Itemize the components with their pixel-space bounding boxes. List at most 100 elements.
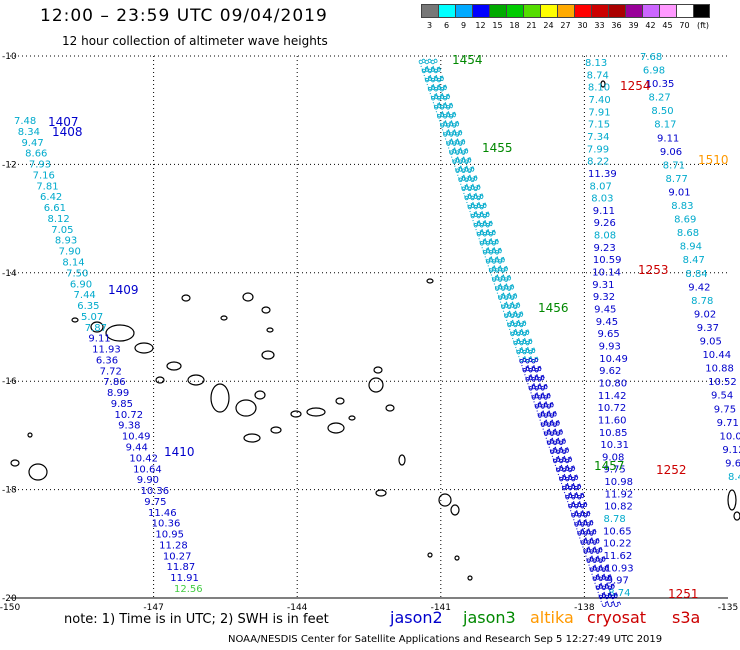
swh-swath-mark: 8.5 xyxy=(546,429,561,446)
swh-swath-mark: 8.5 xyxy=(525,348,540,365)
island xyxy=(134,342,154,354)
island xyxy=(290,410,302,418)
scale-label: 33 xyxy=(594,21,605,30)
swh-swath-mark: 8.5 xyxy=(546,411,561,428)
swh-swath-mark: 8.5 xyxy=(561,456,576,473)
swh-swath-mark: 8.5 xyxy=(455,175,470,192)
swh-swath-mark: 8.5 xyxy=(479,212,494,229)
island xyxy=(733,511,740,521)
swh-swath-mark: 8.5 xyxy=(549,456,564,473)
swh-value: 9.44 xyxy=(126,443,148,454)
swh-swath-mark: 8.5 xyxy=(577,520,592,537)
island xyxy=(155,376,165,384)
legend-altika: altika xyxy=(530,608,574,627)
swh-value: 8.74 xyxy=(608,588,630,599)
swh-swath-mark: 8.5 xyxy=(430,66,445,83)
pass-time-label: 1252 xyxy=(656,463,687,477)
pass-time-label: 1251 xyxy=(668,587,699,601)
pass-time-label: 1408 xyxy=(52,125,83,139)
swh-value: 10.59 xyxy=(593,255,622,266)
swh-swath-mark: 8.5 xyxy=(421,57,436,74)
swh-swath-mark: 8.5 xyxy=(586,565,601,582)
swh-swath-mark: 8.5 xyxy=(510,320,525,337)
lon-tick-label: -150 xyxy=(0,603,20,613)
island xyxy=(467,575,473,581)
swh-swath-mark: 8.5 xyxy=(537,384,552,401)
swh-swath-mark: 8.5 xyxy=(476,221,491,238)
swh-value: 8.22 xyxy=(587,157,609,168)
swh-swath-mark: 8.5 xyxy=(565,465,580,482)
swh-value: 8.17 xyxy=(654,120,676,131)
pass-time-label: 1454 xyxy=(452,53,483,67)
scale-swatch xyxy=(676,4,693,18)
pass-time-label: 1410 xyxy=(164,445,195,459)
scale-label: 30 xyxy=(577,21,588,30)
swh-value: 11.91 xyxy=(170,573,199,584)
swh-value: 9.06 xyxy=(660,147,682,158)
swh-value: 9.01 xyxy=(668,187,690,198)
swh-swath-mark: 8.5 xyxy=(449,157,464,174)
swh-swath-mark: 8.5 xyxy=(543,402,558,419)
swh-value: 10.52 xyxy=(708,377,737,388)
swh-value: 11.92 xyxy=(605,489,634,500)
swh-swath-mark: 8.5 xyxy=(504,320,519,337)
island xyxy=(254,390,266,400)
swh-value: 9.71 xyxy=(717,418,739,429)
swh-value: 11.39 xyxy=(588,169,617,180)
swh-swath-mark: 8.5 xyxy=(458,184,473,201)
swh-value: 6.98 xyxy=(643,66,665,77)
scale-swatch xyxy=(455,4,472,18)
swh-swath-mark: 8.5 xyxy=(589,574,604,591)
swh-value: 10.98 xyxy=(604,477,633,488)
pass-time-label: 1253 xyxy=(638,263,669,277)
scale-label: 45 xyxy=(662,21,673,30)
island xyxy=(335,397,345,405)
swh-swath-mark: 8.5 xyxy=(555,438,570,455)
island xyxy=(105,324,135,342)
scale-label: 3 xyxy=(426,21,433,30)
swh-swath-mark: 8.5 xyxy=(586,529,601,546)
swh-swath-mark: 8.5 xyxy=(577,502,592,519)
swh-swath-mark: 8.5 xyxy=(485,266,500,283)
scale-swatch xyxy=(574,4,591,18)
swh-swath-mark: 8.5 xyxy=(440,130,455,147)
swh-swath-mark: 8.5 xyxy=(467,212,482,229)
swh-swath-mark: 8.5 xyxy=(430,103,445,120)
swh-value: 6.42 xyxy=(40,192,62,203)
swh-swath-mark: 8.5 xyxy=(427,57,442,74)
swh-value: 9.26 xyxy=(594,218,616,229)
swh-value: 11.87 xyxy=(167,562,196,573)
swh-swath-mark: 8.5 xyxy=(500,275,515,292)
swh-swath-mark: 8.5 xyxy=(604,583,619,600)
island xyxy=(454,555,460,561)
swh-swath-mark: 8.5 xyxy=(494,257,509,274)
swh-swath-mark: 8.5 xyxy=(433,94,448,111)
swh-swath-mark: 8.5 xyxy=(595,574,610,591)
island xyxy=(261,350,275,360)
island xyxy=(600,80,606,88)
swh-value: 7.87 xyxy=(85,323,107,334)
swh-swath-mark: 8.5 xyxy=(485,230,500,247)
swh-value: 8.46 xyxy=(728,472,740,483)
swh-swath-mark: 8.5 xyxy=(491,266,506,283)
lon-tick-label: -138 xyxy=(574,603,595,613)
island xyxy=(261,306,271,314)
swh-value: 7.91 xyxy=(588,107,610,118)
swh-swath-mark: 8.5 xyxy=(525,366,540,383)
swh-value: 9.11 xyxy=(593,206,615,217)
island xyxy=(306,407,326,417)
swh-swath-mark: 8.5 xyxy=(574,511,589,528)
swh-swath-mark: 8.5 xyxy=(491,284,506,301)
island xyxy=(71,317,79,323)
swh-value: 7.93 xyxy=(29,160,51,171)
scale-swatch xyxy=(506,4,523,18)
swh-swath-mark: 8.5 xyxy=(458,148,473,165)
swh-swath-mark: 8.5 xyxy=(568,511,583,528)
swh-value: 9.65 xyxy=(597,329,619,340)
scale-swatch xyxy=(489,4,506,18)
swh-swath-mark: 8.5 xyxy=(565,502,580,519)
swh-value: 11.93 xyxy=(92,345,121,356)
swh-value: 7.68 xyxy=(640,52,662,63)
